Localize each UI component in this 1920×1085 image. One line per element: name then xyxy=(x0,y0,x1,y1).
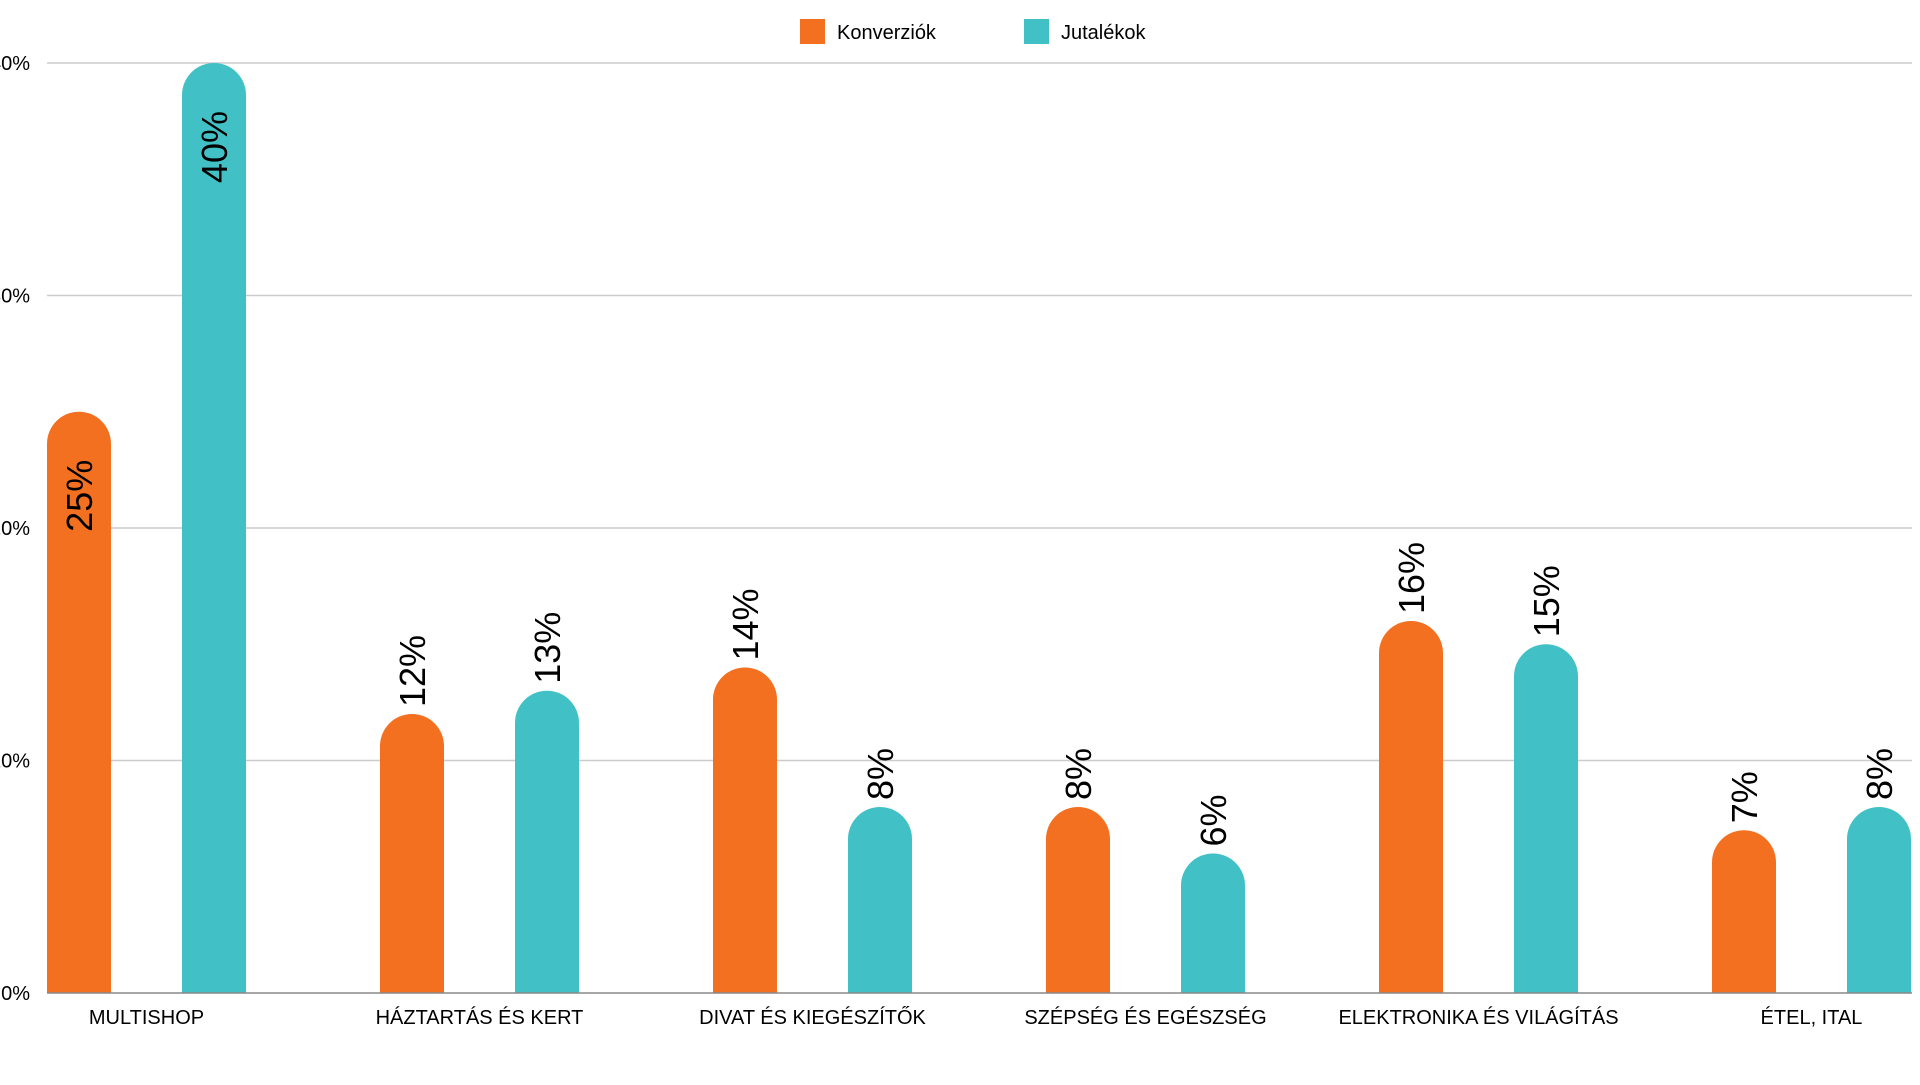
bar xyxy=(1514,644,1578,993)
x-tick-label: ELEKTRONIKA ÉS VILÁGÍTÁS xyxy=(1338,1006,1618,1029)
bar xyxy=(1379,621,1443,993)
data-label: 40% xyxy=(194,111,235,183)
x-tick-label: HÁZTARTÁS ÉS KERT xyxy=(376,1006,584,1029)
bar-layer xyxy=(47,63,1911,993)
data-label: 25% xyxy=(59,460,100,532)
bar xyxy=(380,714,444,993)
data-label: 8% xyxy=(860,748,901,800)
bar xyxy=(1046,807,1110,993)
legend-label: Jutalékok xyxy=(1061,22,1146,44)
data-label: 15% xyxy=(1526,565,1567,637)
data-label: 6% xyxy=(1193,794,1234,846)
data-label: 7% xyxy=(1724,771,1765,823)
bar xyxy=(1181,853,1245,993)
y-tick-label: 30% xyxy=(0,286,30,308)
grid-layer xyxy=(47,62,1912,762)
legend-swatch xyxy=(800,19,825,44)
legend: Konverziók Jutalékok xyxy=(800,19,1146,44)
x-tick-label: MULTISHOP xyxy=(89,1007,204,1029)
data-label: 8% xyxy=(1859,748,1900,800)
label-layer: 25% 40% 12% 13% 14% 8% 8% 6% 16% 15% 7% 8% xyxy=(59,111,1900,847)
bar xyxy=(515,690,579,993)
y-tick-label: 20% xyxy=(0,518,30,540)
legend-swatch xyxy=(1024,19,1049,44)
x-tick-label: SZÉPSÉG ÉS EGÉSZSÉG xyxy=(1024,1006,1266,1029)
bar xyxy=(1712,830,1776,993)
bar xyxy=(182,63,246,993)
legend-label: Konverziók xyxy=(837,22,937,44)
bar xyxy=(1847,807,1911,993)
axis-layer: 0% 10% 20% 30% 40% MULTISHOP HÁZTARTÁS ÉS KERT… xyxy=(0,53,1912,1029)
y-tick-label: 10% xyxy=(0,751,30,773)
y-tick-label: 40% xyxy=(0,53,30,75)
bar xyxy=(47,411,111,993)
data-label: 8% xyxy=(1058,748,1099,800)
y-tick-label: 0% xyxy=(1,983,30,1005)
data-label: 13% xyxy=(527,612,568,684)
x-tick-label: DIVAT ÉS KIEGÉSZÍTŐK xyxy=(699,1006,926,1029)
bar xyxy=(713,667,777,993)
bar xyxy=(848,807,912,993)
data-label: 16% xyxy=(1391,542,1432,614)
data-label: 14% xyxy=(725,588,766,660)
x-tick-label: ÉTEL, ITAL xyxy=(1761,1006,1863,1029)
data-label: 12% xyxy=(392,635,433,707)
